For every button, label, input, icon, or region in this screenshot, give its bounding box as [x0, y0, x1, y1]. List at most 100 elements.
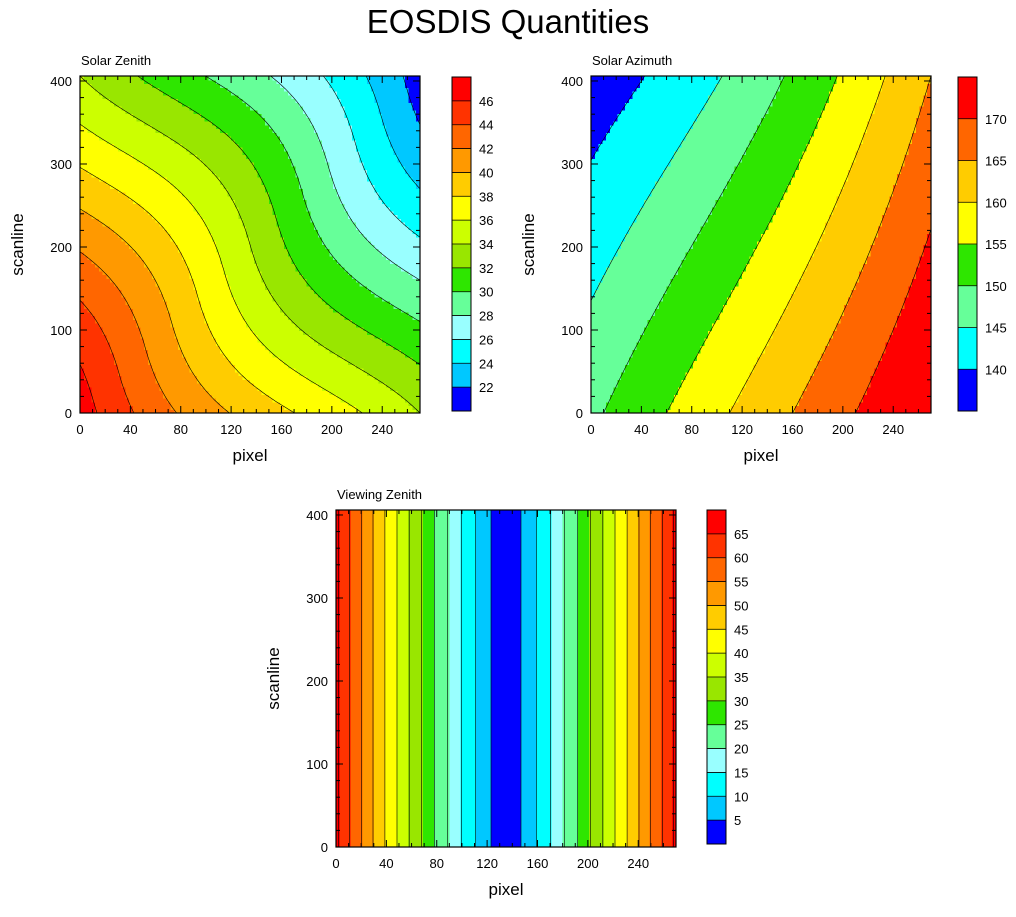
contour-cell	[337, 286, 341, 290]
contour-cell	[80, 218, 84, 222]
contour-cell	[292, 394, 296, 398]
contour-cell	[224, 391, 228, 395]
contour-cell	[182, 241, 186, 245]
contour-cell	[231, 215, 235, 219]
contour-cell	[231, 387, 235, 391]
contour-cell	[386, 391, 390, 395]
contour-cell	[360, 304, 364, 308]
contour-cell	[220, 282, 224, 286]
contour-cell	[382, 237, 386, 241]
contour-cell	[227, 301, 231, 305]
contour-cell	[375, 364, 379, 368]
contour-cell	[303, 226, 307, 230]
panel-0: 0 40 80 120 160 200 2400100200300400pixelscanl…	[8, 53, 493, 465]
contour-cell	[140, 372, 144, 376]
contour-cell	[144, 215, 148, 219]
contour-cell	[276, 259, 280, 263]
contour-cell	[344, 259, 348, 263]
contour-cell	[292, 226, 296, 230]
contour-cell	[295, 312, 299, 316]
contour-cell	[254, 319, 258, 323]
contour-cell	[295, 308, 299, 312]
contour-cell	[348, 289, 352, 293]
contour-cell	[360, 383, 364, 387]
contour-cell	[80, 286, 84, 290]
contour-cell	[367, 278, 371, 282]
contour-cell	[197, 286, 201, 290]
contour-cell	[337, 241, 341, 245]
contour-cell	[235, 267, 239, 271]
contour-cell	[239, 346, 243, 350]
contour-cell	[295, 233, 299, 237]
contour-cell	[174, 327, 178, 331]
contour-cell	[344, 226, 348, 230]
contour-cell	[220, 316, 224, 320]
contour-cell	[394, 402, 398, 406]
contour-cell	[273, 259, 277, 263]
contour-cell	[156, 327, 160, 331]
contour-cell	[216, 372, 220, 376]
contour-cell	[88, 245, 92, 249]
contour-cell	[246, 387, 250, 391]
contour-cell	[118, 267, 122, 271]
contour-cell	[125, 364, 129, 368]
contour-cell	[114, 342, 118, 346]
contour-cell	[137, 357, 141, 361]
contour-cell	[258, 402, 262, 406]
contour-cell	[99, 406, 103, 410]
contour-cell	[84, 361, 88, 365]
contour-cell	[137, 237, 141, 241]
contour-cell	[84, 323, 88, 327]
contour-cell	[371, 346, 375, 350]
contour-cell	[178, 327, 182, 331]
contour-cell	[235, 218, 239, 222]
contour-cell	[310, 259, 314, 263]
contour-cell	[224, 372, 228, 376]
contour-cell	[186, 286, 190, 290]
contour-cell	[382, 218, 386, 222]
contour-cell	[401, 338, 405, 342]
contour-cell	[163, 319, 167, 323]
contour-cell	[197, 230, 201, 234]
contour-cell	[118, 319, 122, 323]
contour-cell	[91, 391, 95, 395]
contour-cell	[190, 398, 194, 402]
contour-cell	[310, 349, 314, 353]
contour-cell	[288, 319, 292, 323]
contour-cell	[220, 364, 224, 368]
contour-cell	[106, 316, 110, 320]
contour-cell	[103, 297, 107, 301]
contour-cell	[288, 342, 292, 346]
contour-cell	[156, 274, 160, 278]
contour-cell	[95, 271, 99, 275]
contour-cell	[193, 379, 197, 383]
contour-cell	[103, 259, 107, 263]
contour-cell	[144, 274, 148, 278]
contour-cell	[167, 387, 171, 391]
contour-cell	[295, 353, 299, 357]
contour-cell	[167, 331, 171, 335]
contour-cell	[216, 267, 220, 271]
contour-cell	[205, 293, 209, 297]
contour-cell	[182, 308, 186, 312]
contour-cell	[220, 203, 224, 207]
contour-cell	[171, 387, 175, 391]
contour-cell	[292, 286, 296, 290]
contour-cell	[390, 323, 394, 327]
contour-cell	[378, 237, 382, 241]
contour-cell	[322, 331, 326, 335]
contour-cell	[367, 297, 371, 301]
contour-cell	[156, 293, 160, 297]
contour-cell	[375, 323, 379, 327]
contour-cell	[303, 308, 307, 312]
contour-cell	[333, 237, 337, 241]
contour-cell	[254, 218, 258, 222]
contour-cell	[114, 308, 118, 312]
contour-cell	[133, 376, 137, 380]
contour-cell	[186, 282, 190, 286]
contour-cell	[152, 308, 156, 312]
contour-cell	[125, 274, 129, 278]
contour-cell	[122, 312, 126, 316]
contour-cell	[125, 259, 129, 263]
contour-cell	[220, 331, 224, 335]
